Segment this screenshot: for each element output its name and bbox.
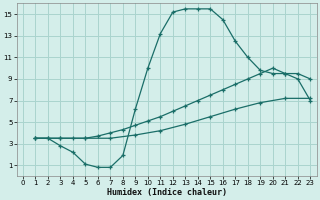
- X-axis label: Humidex (Indice chaleur): Humidex (Indice chaleur): [107, 188, 227, 197]
